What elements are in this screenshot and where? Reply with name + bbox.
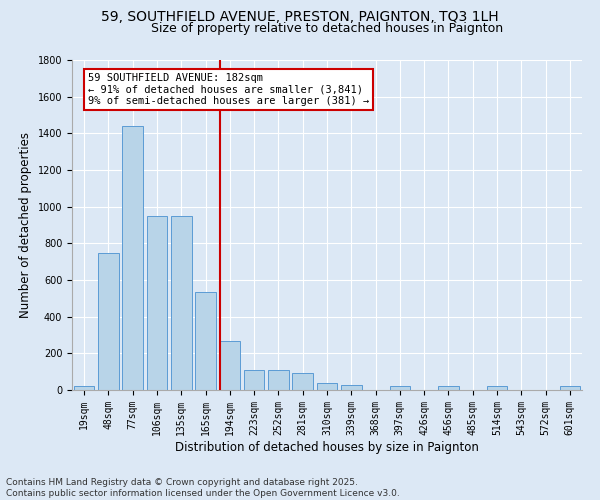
Bar [122,126,143,390]
Bar [146,216,167,390]
Bar [244,370,265,390]
Bar [98,252,119,390]
Bar [195,292,216,390]
Bar [74,386,94,390]
Bar [171,216,191,390]
Bar [560,386,580,390]
Text: 59, SOUTHFIELD AVENUE, PRESTON, PAIGNTON, TQ3 1LH: 59, SOUTHFIELD AVENUE, PRESTON, PAIGNTON… [101,10,499,24]
Title: Size of property relative to detached houses in Paignton: Size of property relative to detached ho… [151,22,503,35]
Bar [438,386,459,390]
Text: 59 SOUTHFIELD AVENUE: 182sqm
← 91% of detached houses are smaller (3,841)
9% of : 59 SOUTHFIELD AVENUE: 182sqm ← 91% of de… [88,73,369,106]
X-axis label: Distribution of detached houses by size in Paignton: Distribution of detached houses by size … [175,440,479,454]
Bar [268,370,289,390]
Bar [317,382,337,390]
Text: Contains HM Land Registry data © Crown copyright and database right 2025.
Contai: Contains HM Land Registry data © Crown c… [6,478,400,498]
Bar [292,372,313,390]
Bar [487,386,508,390]
Bar [341,385,362,390]
Bar [220,340,240,390]
Bar [389,386,410,390]
Y-axis label: Number of detached properties: Number of detached properties [19,132,32,318]
